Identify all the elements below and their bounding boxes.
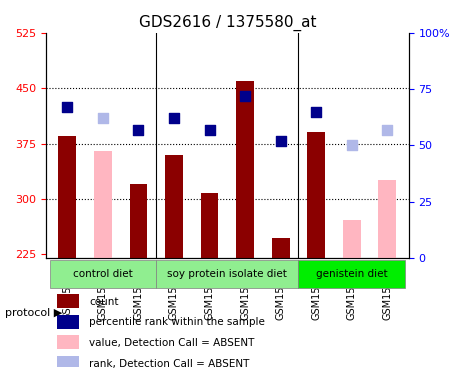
Point	[348, 142, 355, 149]
Bar	[307, 132, 325, 258]
Point	[135, 126, 142, 132]
Text: control diet: control diet	[73, 269, 133, 279]
Bar	[59, 136, 76, 258]
Point	[384, 126, 391, 132]
Text: count: count	[89, 296, 119, 306]
Bar	[130, 184, 147, 258]
Bar	[200, 193, 219, 258]
Point	[277, 138, 285, 144]
Bar	[379, 180, 396, 258]
Point	[241, 93, 249, 99]
Point	[312, 108, 320, 114]
Bar	[272, 238, 290, 258]
Bar	[165, 155, 183, 258]
Bar	[57, 315, 79, 329]
Bar	[343, 220, 361, 258]
FancyBboxPatch shape	[50, 260, 156, 288]
Point	[64, 104, 71, 110]
Text: genistein diet: genistein diet	[316, 269, 387, 279]
Text: soy protein isolate diet: soy protein isolate diet	[167, 269, 287, 279]
Text: value, Detection Call = ABSENT: value, Detection Call = ABSENT	[89, 338, 255, 348]
FancyBboxPatch shape	[156, 260, 299, 288]
Bar	[236, 81, 254, 258]
Bar	[57, 356, 79, 370]
Bar	[57, 335, 79, 349]
Bar	[94, 151, 112, 258]
Text: protocol ▶: protocol ▶	[5, 308, 62, 318]
Point	[170, 115, 178, 121]
Text: rank, Detection Call = ABSENT: rank, Detection Call = ABSENT	[89, 359, 250, 369]
Title: GDS2616 / 1375580_at: GDS2616 / 1375580_at	[139, 15, 316, 31]
Bar	[57, 294, 79, 308]
FancyBboxPatch shape	[299, 260, 405, 288]
Point	[99, 115, 106, 121]
Text: percentile rank within the sample: percentile rank within the sample	[89, 318, 266, 328]
Point	[206, 126, 213, 132]
